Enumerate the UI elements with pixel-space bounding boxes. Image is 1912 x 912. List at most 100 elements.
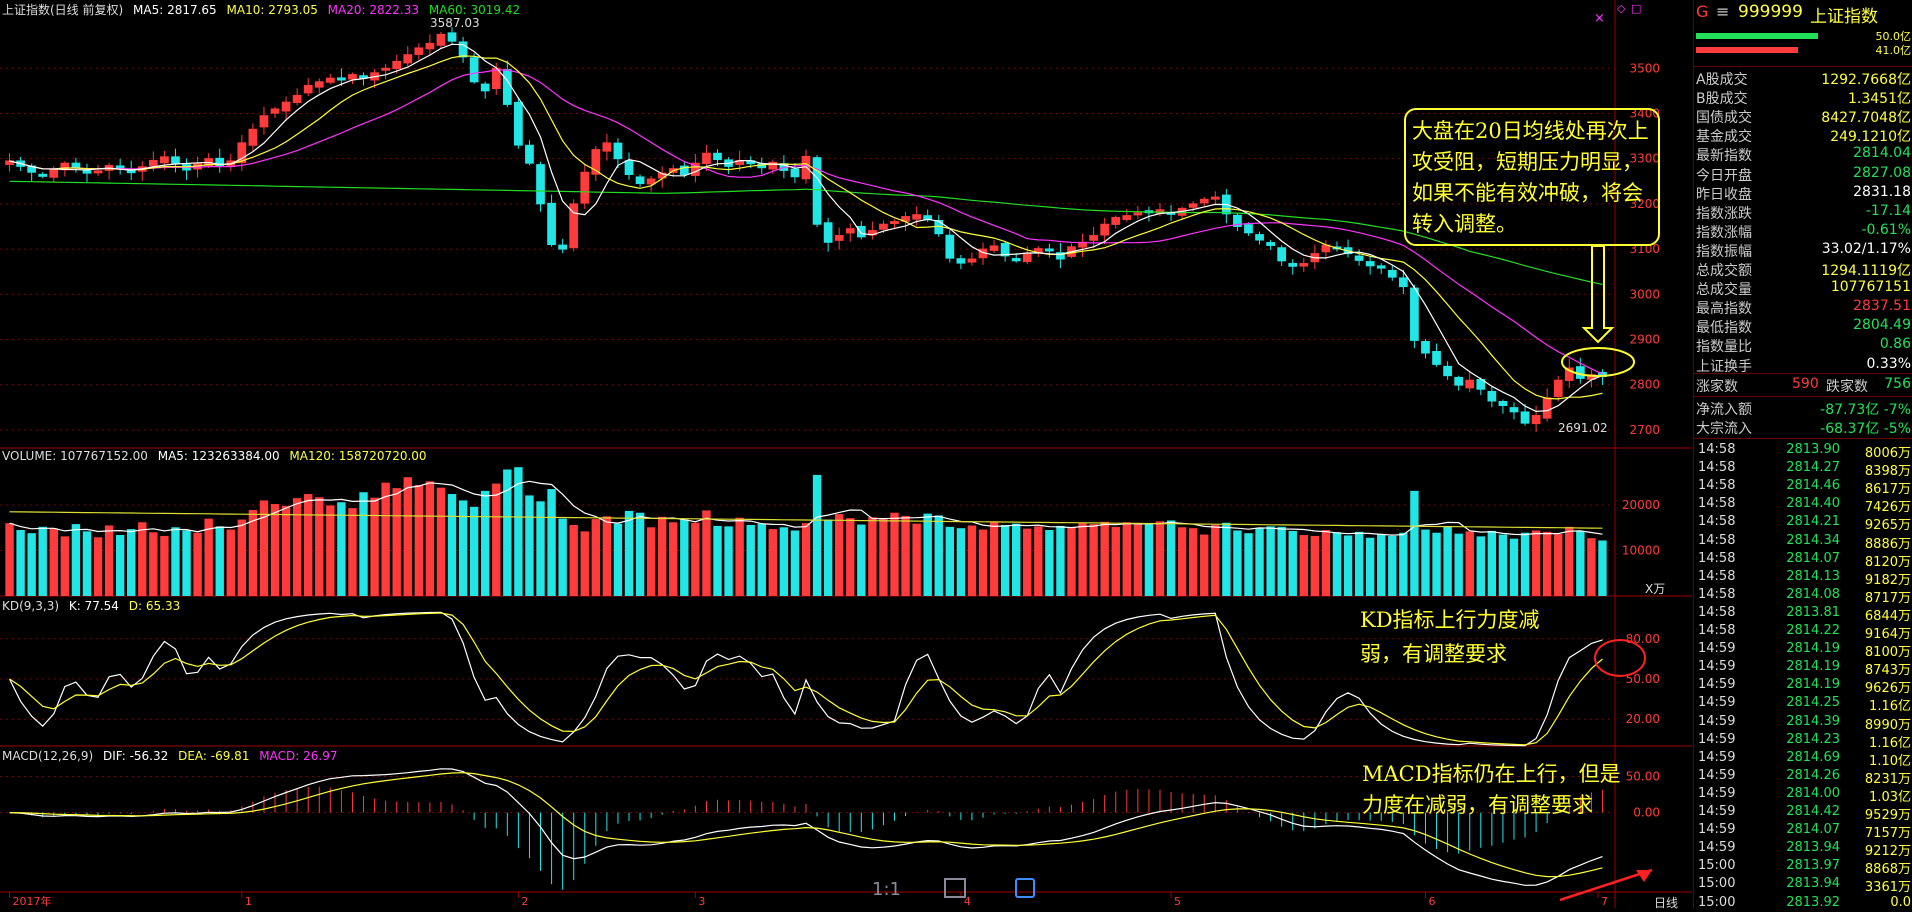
candle-body xyxy=(1398,277,1408,288)
tick-row: 14:58 2814.22 9164万 xyxy=(1694,622,1912,642)
candle-body xyxy=(679,165,689,175)
volume-bar xyxy=(1034,526,1043,596)
tick-volume: 6844万 xyxy=(1864,608,1911,624)
quote-label: 总成交额 xyxy=(1696,263,1752,279)
volume-bar xyxy=(237,519,247,596)
candle-body xyxy=(1365,261,1375,267)
ma10-line xyxy=(9,55,1603,400)
candle-body xyxy=(1443,365,1452,377)
volume-bar xyxy=(171,527,180,596)
quote-label: 指数涨跌 xyxy=(1696,205,1752,222)
window-restore-icon: ◇ xyxy=(1617,2,1626,15)
quote-row: 基金成交 249.1210亿 xyxy=(1694,125,1912,145)
candle-body xyxy=(1277,247,1287,262)
volume-bar xyxy=(425,481,435,596)
flow-row: 大宗流入 -68.37亿 -5% xyxy=(1694,417,1912,437)
fullscreen-icon[interactable] xyxy=(944,878,966,898)
volume-bar xyxy=(204,518,213,596)
ma10-label: MA10: 2793.05 xyxy=(226,3,318,17)
candle-body xyxy=(292,94,302,103)
tick-volume: 9164万 xyxy=(1864,627,1911,642)
quote-row: 指数涨幅 -0.61% xyxy=(1694,221,1912,241)
volume-bar xyxy=(801,523,811,596)
ma60-label: MA60: 3019.42 xyxy=(428,3,521,17)
candle-body xyxy=(580,171,590,204)
candle-body xyxy=(768,161,778,170)
volume-bar xyxy=(1144,523,1154,596)
candle-body xyxy=(403,54,413,64)
volume-bar xyxy=(503,469,512,596)
volume-bar xyxy=(60,536,70,596)
kline-chart-area[interactable]: 3500 3400 3300 3200 3100 3000 2900 2800 2700 2000… xyxy=(0,0,1692,910)
candle-body xyxy=(1376,265,1386,269)
tick-row: 14:58 2814.07 8120万 xyxy=(1694,550,1912,570)
volume-title: VOLUME: 107767152.00 xyxy=(2,449,148,463)
price-axis-tick: 2700 xyxy=(1629,423,1660,437)
g-icon[interactable]: G xyxy=(1696,2,1709,21)
quote-value: 1294.1119亿 xyxy=(1821,263,1911,279)
candle-body xyxy=(1520,411,1530,424)
kd-k-label: K: 77.54 xyxy=(68,599,119,613)
macd-axis-tick: 50.00 xyxy=(1626,769,1660,783)
candle-body xyxy=(480,83,490,92)
tick-row: 14:58 2814.08 8717万 xyxy=(1694,586,1912,606)
volume-bar xyxy=(1343,535,1353,596)
tick-volume: 8120万 xyxy=(1864,554,1911,570)
price-axis-tick: 2900 xyxy=(1629,333,1660,347)
quote-value: 107767151 xyxy=(1830,279,1911,296)
menu-icon[interactable]: ≡ xyxy=(1716,2,1730,21)
tick-volume: 1.03亿 xyxy=(1869,789,1911,805)
quote-row: 昨日收盘 2831.18 xyxy=(1694,183,1912,203)
quote-value: 2837.51 xyxy=(1853,298,1911,315)
volume-bar xyxy=(1277,526,1286,596)
x-axis-tick: 2017年 xyxy=(13,894,52,908)
candle-body xyxy=(270,108,280,114)
candle-body xyxy=(1575,366,1585,379)
volume-bar xyxy=(1111,526,1120,596)
tick-volume: 7426万 xyxy=(1864,500,1911,516)
price-panel-header: 上证指数(日线 前复权) MA5: 2817.65 MA10: 2793.05 … xyxy=(2,1,526,18)
ratio-button[interactable]: 1:1 xyxy=(872,879,901,900)
volume-bar xyxy=(967,525,977,596)
candle-body xyxy=(414,47,424,55)
volume-bar xyxy=(1377,534,1386,596)
volume-bar xyxy=(447,494,457,596)
quote-row: 国债成交 8427.7048亿 xyxy=(1694,106,1912,126)
volume-ma5-label: MA5: 123263384.00 xyxy=(157,449,280,463)
tick-time: 14:58 xyxy=(1698,442,1736,457)
kline-chart-svg[interactable]: 3500340033003200310030002900280027002000… xyxy=(0,0,1692,908)
kd-axis-tick: 50.00 xyxy=(1626,672,1660,686)
volume-bar xyxy=(315,497,324,596)
tick-time: 14:59 xyxy=(1698,641,1736,657)
tick-price: 2814.39 xyxy=(1786,713,1840,729)
tick-volume: 9529万 xyxy=(1864,808,1911,823)
macd-dif-label: DIF: -56.32 xyxy=(102,749,169,763)
volume-bar xyxy=(337,502,346,596)
tick-price: 2814.19 xyxy=(1786,677,1840,693)
ma20-label: MA20: 2822.33 xyxy=(327,3,419,17)
volume-bar xyxy=(635,512,645,596)
period-label[interactable]: 日线 xyxy=(1654,896,1679,910)
volume-bar xyxy=(259,500,269,596)
candle-body xyxy=(790,168,800,178)
volume-bar xyxy=(93,537,103,596)
amount-bar-fill xyxy=(1696,47,1798,53)
flow-value: -68.37亿 -5% xyxy=(1820,421,1911,437)
tick-time: 14:59 xyxy=(1698,677,1736,693)
quote-row: 总成交额 1294.1119亿 xyxy=(1694,259,1912,279)
draw-tool-icon[interactable] xyxy=(1015,878,1035,898)
tick-time: 14:58 xyxy=(1698,460,1736,476)
volume-bar xyxy=(1233,530,1242,596)
candle-body xyxy=(845,228,855,234)
candle-body xyxy=(1089,235,1098,241)
tick-price: 2813.97 xyxy=(1786,858,1840,874)
tick-row: 14:59 2814.19 8100万 xyxy=(1694,640,1912,660)
candle-body xyxy=(160,156,169,164)
volume-bar xyxy=(890,512,899,596)
candle-body xyxy=(469,57,479,83)
volume-bar xyxy=(1222,522,1231,596)
kd-title: KD(9,3,3) xyxy=(2,599,60,613)
volume-panel-header: VOLUME: 107767152.00 MA5: 123263384.00 M… xyxy=(2,449,433,463)
candle-body xyxy=(281,101,291,112)
tick-row: 14:59 2814.39 8990万 xyxy=(1694,713,1912,733)
